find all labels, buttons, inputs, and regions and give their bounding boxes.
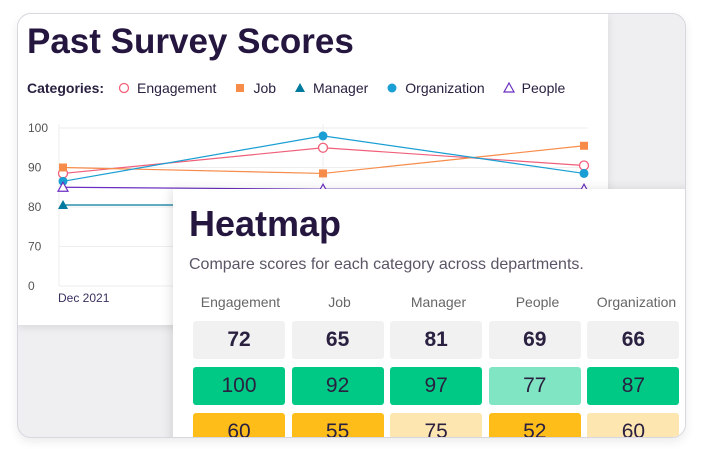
legend-item-engagement[interactable]: Engagement	[118, 80, 216, 96]
y-tick-label: 0	[28, 279, 35, 293]
legend-text: Organization	[405, 80, 485, 96]
heatmap-cell[interactable]: 75	[390, 413, 483, 437]
data-point-organization	[579, 168, 589, 178]
data-point-engagement	[317, 142, 329, 153]
data-point-job	[59, 163, 67, 172]
legend-text: Job	[253, 80, 277, 96]
legend-item-job[interactable]: Job	[234, 80, 276, 96]
data-point-engagement	[578, 160, 590, 171]
legend-marker-icon	[118, 82, 130, 94]
heatmap-cell[interactable]: 55	[291, 413, 384, 437]
legend-label: Categories:	[27, 80, 105, 96]
legend-marker-icon	[236, 84, 245, 92]
data-point-organization	[318, 131, 328, 141]
column-header: Engagement	[200, 294, 281, 310]
heatmap-cell[interactable]: 81	[390, 321, 483, 359]
heatmap-cell[interactable]: 77	[488, 367, 581, 405]
heatmap-cell[interactable]: 52	[488, 413, 581, 437]
data-point-job	[580, 141, 588, 150]
heatmap-cell[interactable]: 72	[193, 321, 285, 359]
chart-legend: Categories: Engagement Job Manager Organiza…	[27, 80, 583, 96]
heatmap-cell[interactable]: 65	[291, 321, 384, 359]
heatmap-cell[interactable]: 100	[193, 367, 285, 405]
heatmap-title: Heatmap	[189, 203, 342, 244]
legend-item-organization[interactable]: Organization	[386, 80, 485, 96]
legend-item-manager[interactable]: Manager	[294, 80, 368, 96]
page-title: Past Survey Scores	[27, 22, 354, 61]
heatmap-cell[interactable]: 69	[488, 321, 581, 359]
legend-marker-icon	[295, 83, 306, 92]
y-tick-label: 70	[28, 240, 42, 254]
heatmap-cell[interactable]: 60	[587, 413, 680, 437]
y-tick-label: 80	[28, 200, 42, 214]
column-header: People	[515, 294, 560, 310]
x-tick-label: Dec 2021	[58, 291, 110, 305]
column-header: Organization	[596, 294, 677, 310]
legend-item-people[interactable]: People	[502, 80, 566, 96]
y-tick-label: 100	[28, 121, 48, 135]
column-header: Manager	[410, 294, 467, 310]
legend-text: Engagement	[137, 80, 217, 96]
data-point-manager	[58, 200, 68, 210]
app-frame: Past Survey Scores Categories: Engagemen…	[17, 13, 686, 438]
heatmap-subtitle: Compare scores for each category across …	[189, 256, 584, 273]
heatmap-cell[interactable]: 66	[587, 321, 680, 359]
legend-text: Manager	[313, 80, 369, 96]
data-point-people	[56, 181, 70, 192]
heatmap-cell[interactable]: 92	[291, 367, 384, 405]
y-tick-label: 90	[28, 161, 42, 175]
heatmap-card: Heatmap Compare scores for each category…	[173, 189, 685, 437]
heatmap-cell[interactable]: 97	[390, 367, 483, 405]
legend-text: People	[521, 80, 566, 96]
legend-marker-icon	[387, 83, 397, 93]
column-header: Job	[328, 294, 351, 310]
heatmap-cell[interactable]: 87	[587, 367, 680, 405]
data-point-job	[319, 169, 327, 178]
heatmap-cell[interactable]: 60	[193, 413, 285, 437]
legend-marker-icon	[502, 82, 515, 93]
